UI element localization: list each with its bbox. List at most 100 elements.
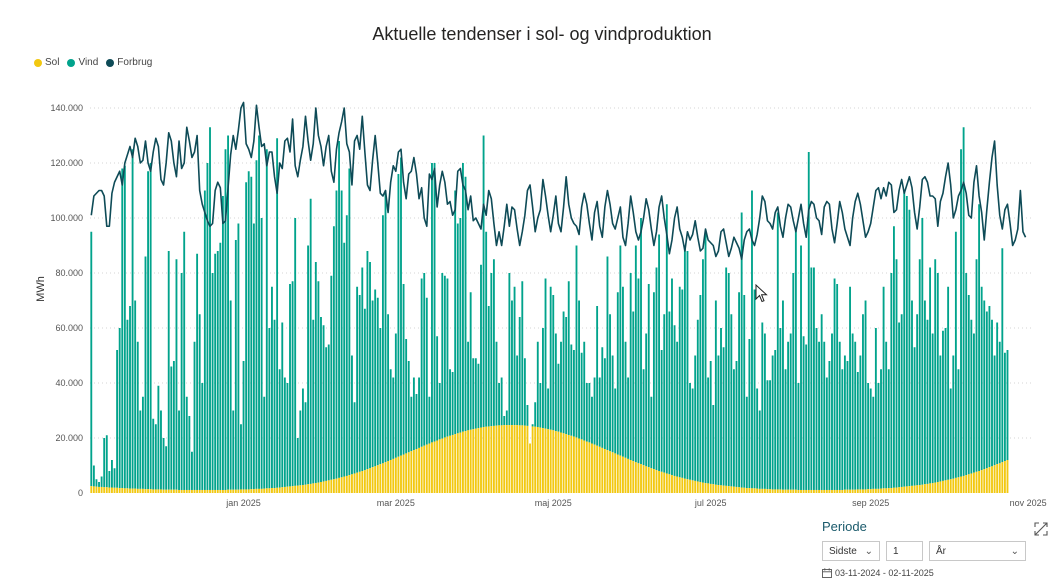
vind-bar [704,231,707,484]
sol-bar [252,489,255,493]
sol-bar [423,445,426,493]
sol-bar [271,488,273,493]
sol-bar [738,487,741,493]
vind-bar [831,333,833,490]
sol-bar [575,437,578,493]
sol-bar [683,478,686,493]
vind-bar [263,396,266,489]
legend-item-vind[interactable]: Vind [67,57,98,68]
vind-bar [818,341,821,490]
vind-bar [593,377,596,445]
sol-bar [952,478,955,493]
sol-bar [743,487,746,493]
sol-bar [923,484,926,493]
sol-bar [526,425,529,493]
vind-bar [552,295,555,431]
sol-bar [562,433,565,493]
sol-bar [627,458,630,493]
sol-bar [415,449,418,493]
vind-bar [201,383,204,490]
sol-bar [797,489,800,493]
sol-bar [513,425,516,493]
sol-bar [291,486,294,494]
sol-bar [410,451,413,493]
vind-bar [534,402,537,427]
vind-bar [281,322,284,488]
sol-bar [467,430,470,493]
sol-bar [255,488,258,494]
vind-bar [694,355,697,481]
vind-bar [751,190,753,489]
sol-bar [462,431,464,493]
vind-bar [978,204,981,471]
expand-icon[interactable] [1034,522,1048,536]
vind-bar [591,396,593,444]
sol-bar [95,486,98,493]
sol-bar [464,431,467,494]
vind-bar [317,281,320,483]
sol-bar [376,465,379,493]
sol-bar [975,471,978,493]
vind-bar [942,330,944,481]
vind-bar [500,377,503,426]
vind-bar [449,369,451,436]
sol-bar [869,489,872,493]
vind-bar [952,355,955,479]
sol-bar [183,489,186,493]
sol-bar [779,489,782,493]
vind-bar [363,308,366,471]
sol-bar [812,489,815,493]
sol-bar [691,480,694,493]
vind-bar [131,149,134,489]
vind-bar [962,127,965,476]
vind-bar [849,286,851,490]
vind-bar [268,328,271,489]
sol-bar [616,454,619,493]
sol-bar [820,489,823,493]
sol-bar [534,426,537,493]
vind-bar [905,196,908,487]
vind-bar [423,273,426,446]
vind-bar [193,341,196,490]
sol-bar [482,427,485,493]
period-count-input[interactable]: 1 [886,541,923,561]
sol-bar [232,489,235,493]
vind-bar [472,358,475,430]
vind-bar [431,163,433,443]
sol-bar [991,466,993,493]
sol-bar [642,465,645,493]
date-range: 03-11-2024 - 02-11-2025 [822,568,934,578]
vind-bar [763,333,766,489]
vind-bar [123,165,126,489]
sol-bar [748,488,751,493]
vind-bar [379,328,382,465]
vind-bar [898,322,901,488]
sol-bar [405,453,408,493]
sol-bar [242,489,245,493]
vind-bar [206,163,209,490]
vind-bar [725,267,728,486]
sol-bar [722,485,725,493]
period-mode-select[interactable]: Sidste ⌄ [822,541,880,561]
sol-bar [851,489,854,493]
vind-bar [567,281,570,435]
sol-bar [353,473,356,493]
vind-bar [761,322,764,489]
sol-bar [542,428,544,493]
legend-item-sol[interactable]: Sol [34,57,59,68]
vind-bar [405,339,408,454]
sol-bar [113,487,116,493]
vind-bar [916,314,919,486]
period-unit-select[interactable]: År ⌄ [929,541,1026,561]
vind-bar [160,410,162,490]
sol-bar [681,477,684,494]
vind-bar [673,325,676,476]
vind-bar [332,226,335,480]
vind-bar [802,336,805,490]
vind-bar [753,289,756,489]
x-tick-label: mar 2025 [377,498,415,508]
vind-bar [794,229,797,490]
legend-item-forbrug[interactable]: Forbrug [106,57,152,68]
sol-bar [885,488,888,493]
sol-bar [498,425,500,493]
